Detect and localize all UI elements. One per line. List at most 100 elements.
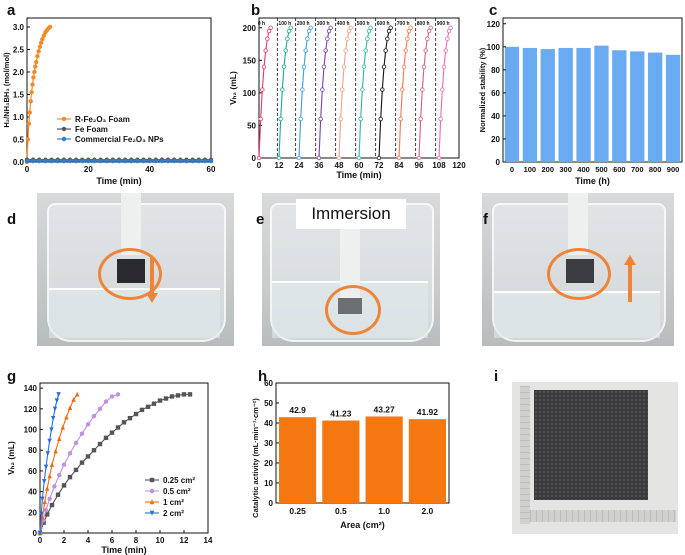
c-y-tick-label: 40 [491, 112, 500, 121]
b-data-point [421, 64, 427, 70]
panel-letter-f: f [483, 211, 489, 228]
immersion-caption: Immersion [311, 204, 391, 223]
photo-panel-e: Immersion [262, 193, 440, 346]
b-data-point [318, 116, 323, 122]
b-data-point [440, 87, 445, 92]
b-data-point [400, 87, 405, 92]
highlight-circle [325, 285, 381, 335]
ruler-vertical [520, 386, 530, 524]
b-data-point [360, 87, 365, 92]
b-x-axis-label: Time (min) [336, 170, 381, 180]
g-data-point [64, 414, 69, 420]
a-data-point [34, 59, 39, 65]
b-y-tick-label: 50 [247, 121, 256, 130]
b-data-point [258, 116, 263, 122]
g-legend-data-point [149, 477, 155, 483]
g-data-point [55, 492, 61, 497]
a-y-tick-label: 2.0 [13, 68, 25, 77]
b-data-point [288, 25, 293, 30]
a-data-point [129, 158, 134, 164]
b-data-point [346, 28, 352, 34]
a-y-tick-label: 0.5 [13, 136, 25, 145]
g-y-tick-label: 140 [24, 384, 38, 393]
a-data-point [33, 64, 38, 69]
a-data-point [37, 44, 43, 49]
b-data-point [303, 48, 308, 53]
g-data-point [67, 405, 73, 411]
b-data-point [306, 28, 312, 34]
b-data-point [380, 87, 385, 92]
a-data-point [165, 158, 171, 164]
g-legend-data-point [149, 499, 155, 505]
a-data-point [153, 158, 158, 164]
b-data-point [320, 87, 325, 92]
c-x-tick-label: 300 [559, 165, 572, 174]
b-data-point [348, 25, 353, 30]
b-data-point [341, 64, 347, 70]
b-data-point [340, 87, 345, 92]
g-data-point [56, 392, 61, 398]
h-x-tick-label: 0.25 [289, 506, 306, 516]
c-x-tick-label: 200 [541, 165, 554, 174]
b-data-point [365, 36, 370, 42]
b-cycle-label: 0 h [258, 21, 265, 27]
b-data-point [448, 25, 453, 30]
b-data-point [398, 116, 403, 122]
g-data-point [79, 460, 85, 465]
g-legend-label: 0.25 cm² [163, 476, 195, 485]
g-legend-label: 1 cm² [163, 498, 184, 507]
g-data-point [91, 413, 97, 419]
a-data-point [208, 158, 214, 164]
g-data-point [97, 406, 103, 412]
g-x-tick-label: 14 [204, 536, 213, 545]
b-data-point [381, 64, 387, 70]
g-data-point [121, 420, 127, 425]
a-data-point [98, 158, 103, 164]
a-data-point [110, 158, 116, 164]
panel-letter-b: b [251, 2, 260, 19]
b-data-point [405, 36, 410, 42]
b-data-point [260, 87, 265, 92]
h-y-tick-label: 40 [264, 419, 273, 428]
b-data-point [256, 155, 262, 161]
b-data-point [280, 87, 285, 92]
g-data-point [57, 472, 62, 478]
b-y-tick-label: 150 [243, 56, 257, 65]
a-data-point [135, 158, 140, 164]
g-y-tick-label: 20 [28, 508, 37, 517]
a-x-tick-label: 20 [84, 165, 93, 174]
b-cycle-curve-6 [378, 27, 392, 159]
g-legend-label: 2 cm² [163, 509, 184, 518]
g-data-point [151, 401, 157, 406]
h-bar-0.25 [279, 417, 317, 503]
b-data-point [285, 36, 290, 42]
c-y-tick-label: 20 [491, 135, 500, 144]
b-data-point [328, 25, 333, 30]
a-data-point [30, 158, 36, 164]
g-data-point [85, 422, 91, 427]
a-data-point [27, 110, 32, 115]
a-data-point [159, 158, 165, 164]
b-y-tick-label: 0 [252, 154, 257, 163]
h-bar-value-label: 41.92 [417, 407, 439, 417]
c-bar-0 [504, 46, 520, 162]
b-x-tick-label: 108 [432, 161, 446, 170]
panel-letter-i: i [494, 368, 498, 385]
g-data-point [57, 436, 62, 442]
b-data-point [343, 48, 348, 53]
a-data-point [36, 49, 41, 54]
panel-letter-g: g [7, 368, 16, 385]
g-data-point [71, 396, 76, 402]
c-bar-600 [612, 50, 627, 163]
b-cycle-curve-3 [318, 27, 332, 159]
a-data-point [141, 158, 146, 164]
g-x-tick-label: 2 [62, 536, 67, 545]
panel-letter-c: c [489, 2, 497, 19]
h-bar-value-label: 42.9 [289, 405, 306, 415]
b-x-tick-label: 72 [375, 161, 384, 170]
c-x-tick-label: 400 [577, 165, 590, 174]
photo-panel-f [482, 193, 674, 346]
c-y-tick-label: 0 [496, 158, 501, 167]
b-x-tick-label: 12 [275, 161, 284, 170]
